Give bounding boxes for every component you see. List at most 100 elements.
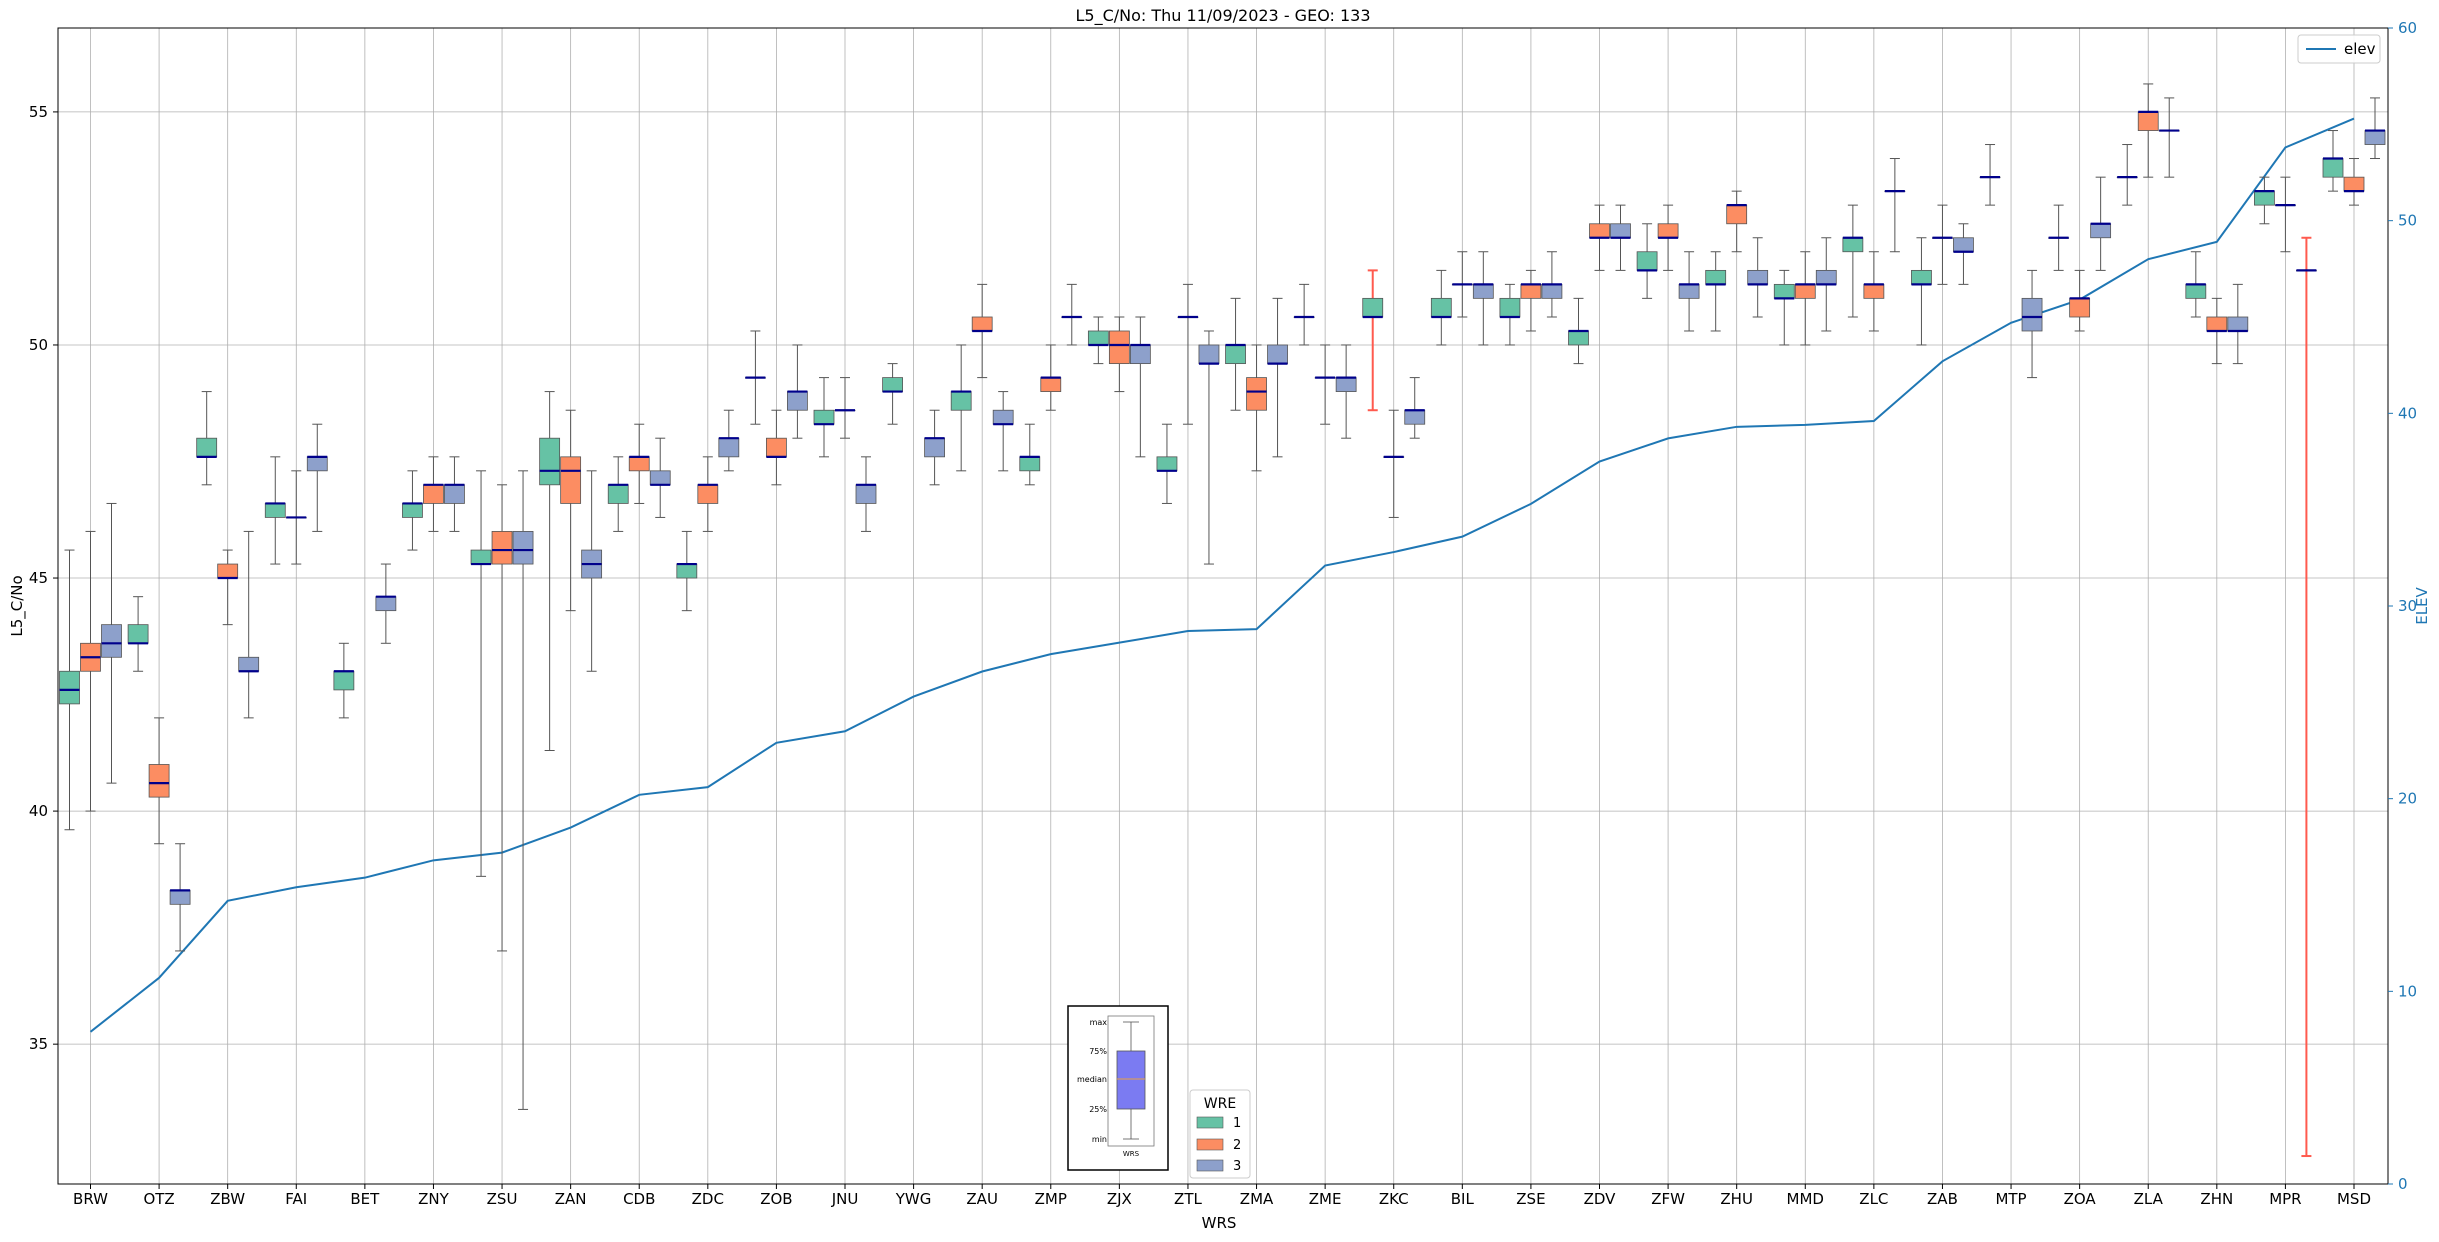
box-ZTL-wre2 [1177, 283, 1199, 425]
box-ZDC-wre1 [676, 530, 698, 612]
y-tick-label: 40 [29, 802, 48, 820]
box-key-label-q3: 75% [1089, 1047, 1107, 1056]
box-ZAU-wre3 [992, 391, 1014, 472]
box-iqr [423, 484, 444, 504]
x-tick-label: MMD [1787, 1190, 1824, 1208]
box-ZSU-wre1 [470, 470, 492, 877]
elevation-line [89, 117, 2355, 1033]
box-BRW-wre1 [59, 549, 80, 831]
box-ZKC-wre3 [1404, 377, 1426, 439]
x-tick-label: MSD [2337, 1190, 2371, 1208]
box-ZHN-wre3 [2227, 283, 2249, 365]
box-ZHU-wre1 [1705, 251, 1727, 332]
box-iqr [1747, 269, 1769, 285]
box-ZOB-wre3 [787, 344, 808, 439]
box-iqr [1815, 269, 1837, 285]
x-tick-label: FAI [285, 1190, 307, 1208]
box-ZAB-wre2 [1932, 204, 1953, 285]
box-ZAN-wre3 [581, 470, 603, 672]
box-iqr [539, 437, 561, 486]
y2-tick-label: 0 [2398, 1175, 2408, 1193]
box-iqr [649, 470, 671, 486]
x-tick-label: ZLC [1859, 1190, 1888, 1208]
box-ZLA-wre1 [2116, 144, 2138, 206]
box-iqr [1362, 297, 1384, 318]
box-iqr [950, 391, 972, 411]
box-iqr [2254, 190, 2275, 206]
box-ZME-wre3 [1335, 344, 1357, 439]
box-iqr [148, 764, 170, 798]
box-iqr [813, 409, 835, 425]
box-YWG-wre1 [882, 363, 903, 425]
x-tick-label: ZLA [2134, 1190, 2164, 1208]
x-tick-label: ZHU [1720, 1190, 1753, 1208]
x-tick-label: ZOA [2064, 1190, 2097, 1208]
box-MMD-wre2 [1794, 251, 1816, 346]
box-ZAU-wre2 [971, 283, 993, 379]
box-JNU-wre3 [855, 456, 877, 532]
box-ZOA-wre2 [2069, 269, 2091, 332]
box-ZBW-wre3 [238, 530, 260, 719]
box-CDB-wre3 [649, 437, 671, 518]
box-key-label-median: median [1077, 1075, 1107, 1084]
box-key-label-max: max [1090, 1018, 1108, 1027]
box-CDB-wre1 [607, 456, 629, 532]
box-iqr [59, 670, 80, 705]
x-tick-label: ZAB [1927, 1190, 1958, 1208]
x-tick-label: ZMP [1035, 1190, 1067, 1208]
box-BET-wre1 [333, 642, 355, 719]
box-iqr [2322, 158, 2344, 178]
box-ZMP-wre2 [1040, 344, 1062, 411]
box-iqr [333, 670, 355, 691]
box-ZAN-wre2 [560, 409, 582, 612]
box-BET-wre3 [375, 563, 397, 644]
box-iqr [1225, 344, 1246, 365]
box-iqr [1657, 223, 1679, 239]
box-iqr [697, 484, 719, 504]
x-tick-label: ZMA [1240, 1190, 1274, 1208]
box-iqr [127, 624, 149, 644]
box-ZAB-wre1 [1911, 237, 1932, 346]
x-tick-label: ZKC [1379, 1190, 1409, 1208]
wre-legend-frame [1189, 1089, 1251, 1179]
box-iqr [718, 437, 740, 458]
box-MMD-wre1 [1773, 269, 1795, 346]
box-BRW-wre2 [80, 530, 101, 812]
y-tick-label: 35 [29, 1035, 48, 1053]
box-ZFW-wre2 [1657, 204, 1679, 271]
box-iqr [1705, 269, 1727, 285]
box-iqr [2227, 316, 2249, 332]
box-iqr [1404, 409, 1426, 425]
box-ZHU-wre2 [1726, 190, 1748, 253]
box-ZJX-wre2 [1108, 316, 1130, 393]
x-tick-label: CDB [623, 1190, 655, 1208]
box-MPR-wre2 [2275, 176, 2296, 253]
box-key-inset: max 75% median 25% min WRS [1067, 1005, 1169, 1171]
box-iqr [491, 531, 513, 565]
box-iqr [2090, 223, 2112, 239]
x-tick-label: ZOB [760, 1190, 792, 1208]
box-MTP-wre1 [1979, 144, 2001, 206]
box-MPR-wre1 [2254, 176, 2275, 225]
box-ZSU-wre2 [491, 484, 513, 952]
x-tick-label: ZSE [1516, 1190, 1545, 1208]
box-iqr [402, 503, 423, 518]
box-iqr [2021, 297, 2043, 332]
box-iqr [1589, 223, 1610, 239]
box-ZMP-wre1 [1019, 423, 1041, 486]
box-ZMA-wre1 [1225, 297, 1246, 411]
box-iqr [1040, 377, 1062, 392]
box-FAI-wre1 [264, 456, 286, 565]
box-BIL-wre3 [1472, 251, 1494, 346]
box-ZBW-wre2 [217, 549, 239, 626]
y-tick-label: 55 [29, 103, 48, 121]
box-iqr [101, 624, 122, 658]
x-axis-label: WRS [1202, 1214, 1237, 1232]
x-tick-label: ZTL [1174, 1190, 1202, 1208]
box-key-xlabel: WRS [1123, 1150, 1140, 1158]
box-iqr [560, 456, 582, 504]
box-FAI-wre2 [285, 470, 307, 565]
box-ZSE-wre1 [1499, 283, 1521, 346]
